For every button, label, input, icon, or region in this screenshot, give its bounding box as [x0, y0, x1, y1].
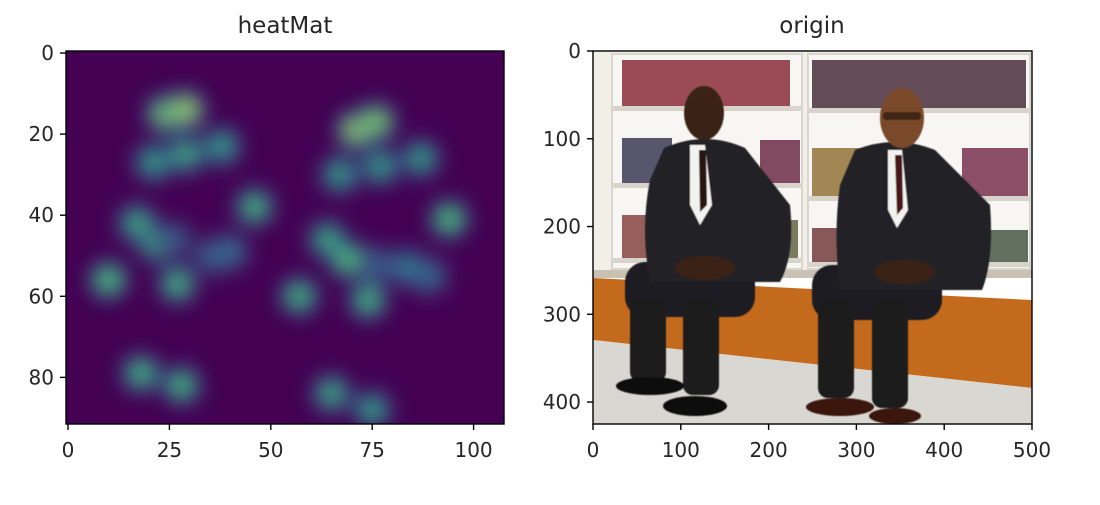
person-left: [616, 86, 792, 416]
heatmap-blob-core: [127, 214, 146, 233]
photo-x-tick-label: 500: [1013, 438, 1051, 462]
heatmap-blob-core: [359, 291, 378, 310]
heatmap-blob-core: [411, 149, 430, 168]
heatmap-x-ticks: 0 25 50 75 100: [62, 424, 493, 462]
heatmap-x-tick-label: 50: [258, 438, 283, 462]
photo-x-tick-label: 300: [837, 438, 875, 462]
heatmap-blob-core: [176, 100, 195, 119]
photo-image: [593, 51, 1032, 424]
photo-y-tick-label: 300: [543, 302, 581, 326]
heatmap-title: heatMat: [238, 13, 333, 39]
heatmap-blob-core: [172, 376, 191, 395]
heatmap-blob-core: [221, 242, 240, 261]
heatmap-x-tick-label: 0: [62, 438, 75, 462]
heatmap-blob-core: [440, 210, 459, 229]
photo-frame: [592, 50, 1033, 425]
photo-panel: origin: [543, 13, 1051, 462]
person-right: [806, 88, 991, 424]
heatmap-y-tick-label: 0: [41, 41, 54, 65]
heatmap-y-tick-label: 80: [29, 365, 54, 389]
photo-title: origin: [779, 13, 845, 39]
heatmap-blob-core: [132, 364, 151, 383]
heatmap-blob-core: [176, 145, 195, 164]
heatmap-blobs: [89, 90, 469, 424]
photo-y-tick-label: 200: [543, 215, 581, 239]
heatmap-y-tick-label: 40: [29, 203, 54, 227]
photo-y-ticks: 0 100 200 300 400: [543, 39, 593, 414]
heatmap-y-tick-label: 20: [29, 122, 54, 146]
heatmap-blob-core: [419, 267, 438, 286]
photo-y-tick-label: 100: [543, 127, 581, 151]
heatmap-blob-core: [168, 275, 187, 294]
photo-x-tick-label: 200: [750, 438, 788, 462]
heatmap-x-tick-label: 25: [157, 438, 182, 462]
heatmap-blob-core: [290, 287, 309, 306]
photo-y-tick-label: 0: [568, 39, 581, 63]
photo-x-tick-label: 400: [925, 438, 963, 462]
heatmap-plot-area: [66, 51, 504, 424]
heatmap-blob-core: [213, 137, 232, 156]
heatmap-blob-core: [367, 112, 386, 131]
heatmap-blob-core: [245, 198, 264, 217]
heatmap-blob-core: [144, 153, 163, 172]
heatmap-y-tick-label: 60: [29, 284, 54, 308]
heatmap-x-tick-label: 75: [359, 438, 384, 462]
heatmap-y-ticks: 0 20 40 60 80: [29, 41, 66, 389]
heatmap-blob-core: [363, 400, 382, 419]
heatmap-blob-core: [99, 271, 118, 290]
heatmap-blob-core: [367, 254, 386, 273]
heatmap-panel: heatMat 0 25 50 75 100 0 20 40 60 80: [29, 13, 505, 462]
heatmap-blob-core: [371, 157, 390, 176]
heatmap-blob-core: [338, 250, 357, 269]
heatmap-blob-core: [318, 230, 337, 249]
heatmap-frame: [65, 50, 505, 425]
photo-x-tick-label: 100: [662, 438, 700, 462]
heatmap-blob-core: [164, 230, 183, 249]
heatmap-x-tick-label: 100: [454, 438, 492, 462]
photo-x-tick-label: 0: [587, 438, 600, 462]
photo-y-tick-label: 400: [543, 390, 581, 414]
bench-top: [593, 270, 1032, 278]
photo-x-ticks: 0 100 200 300 400 500: [587, 424, 1051, 462]
heatmap-blob-core: [330, 165, 349, 184]
heatmap-blob-core: [322, 384, 341, 403]
